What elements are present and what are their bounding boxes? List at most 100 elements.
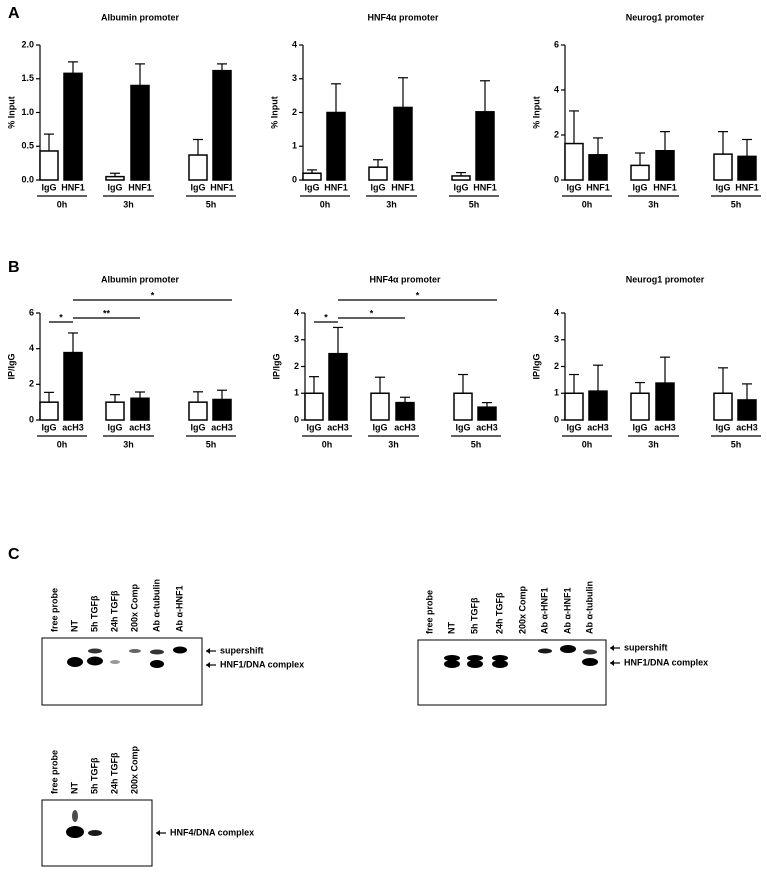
bar-label: IgG	[305, 182, 320, 192]
chart-title: Neurog1 promoter	[626, 12, 705, 22]
chart-title: HNF4α promoter	[367, 12, 439, 22]
y-tick-label: 3	[294, 334, 299, 344]
bar	[39, 150, 59, 181]
significance-label: **	[103, 308, 111, 318]
lane-label: 200x Comp	[129, 583, 139, 632]
x-tick-label: 3h	[648, 199, 659, 209]
blot-band	[492, 660, 508, 668]
panel-label: B	[8, 259, 20, 276]
y-tick-label: 0	[29, 414, 34, 424]
bar-label: acH3	[129, 422, 151, 432]
y-tick-label: 3	[554, 334, 559, 344]
bar	[368, 166, 388, 181]
bar-label: IgG	[454, 182, 469, 192]
blot-band	[150, 660, 164, 668]
y-tick-label: 1.0	[21, 107, 34, 117]
lane-label: 24h TGFβ	[109, 590, 119, 632]
bar	[130, 397, 150, 421]
y-tick-label: 1.5	[21, 73, 34, 83]
bar	[212, 69, 232, 181]
blot-band	[560, 645, 576, 653]
bar-label: IgG	[716, 182, 731, 192]
bar	[105, 401, 125, 421]
x-tick-label: 0h	[582, 439, 593, 449]
x-tick-label: 5h	[471, 439, 482, 449]
band-label: HNF1/DNA complex	[220, 659, 304, 669]
band-label: supershift	[220, 645, 264, 655]
bar	[212, 398, 232, 421]
y-tick-label: 2	[292, 107, 297, 117]
y-tick-label: 1	[554, 388, 559, 398]
bar-label: HNF1	[128, 182, 152, 192]
bar-label: acH3	[211, 422, 233, 432]
bar-label: acH3	[654, 422, 676, 432]
lane-label: Ab α-HNF1	[562, 587, 572, 634]
bar	[370, 392, 390, 421]
bar-label: IgG	[567, 182, 582, 192]
blot-band	[150, 649, 164, 655]
significance-label: *	[370, 308, 374, 318]
bar-label: acH3	[327, 422, 349, 432]
bar-label: acH3	[587, 422, 609, 432]
x-tick-label: 3h	[123, 439, 134, 449]
blot-band	[444, 660, 460, 668]
bar	[737, 399, 757, 421]
y-tick-label: 6	[29, 307, 34, 317]
arrow-head	[610, 645, 614, 651]
lane-label: 5h TGFβ	[89, 595, 99, 632]
chart-title: Albumin promoter	[101, 12, 179, 22]
bar	[477, 406, 497, 421]
bar	[630, 164, 650, 181]
blot-band	[444, 655, 460, 661]
bar	[188, 154, 208, 181]
lane-label: free probe	[424, 590, 434, 634]
bar-label: HNF1	[324, 182, 348, 192]
x-tick-label: 5h	[469, 199, 480, 209]
arrow-head	[206, 648, 210, 654]
bar-label: IgG	[633, 182, 648, 192]
y-axis-label: % Input	[269, 96, 279, 129]
lane-label: NT	[69, 620, 79, 632]
bar	[475, 111, 495, 181]
bar	[655, 382, 675, 421]
panel-label: A	[8, 5, 20, 22]
lane-label: 24h TGFβ	[109, 752, 119, 794]
band-label: HNF1/DNA complex	[624, 657, 708, 667]
blot-band	[67, 657, 83, 667]
y-tick-label: 0	[292, 174, 297, 184]
lane-label: NT	[446, 622, 456, 634]
bar-label: HNF1	[210, 182, 234, 192]
x-tick-label: 0h	[57, 439, 68, 449]
lane-label: NT	[69, 782, 79, 794]
blot-band	[492, 655, 508, 661]
chart-title: Albumin promoter	[101, 274, 179, 284]
bar	[328, 352, 348, 421]
bar-label: acH3	[476, 422, 498, 432]
panel-label: C	[8, 546, 20, 563]
y-tick-label: 0	[294, 414, 299, 424]
chart-title: HNF4α promoter	[369, 274, 441, 284]
lane-label: 200x Comp	[517, 585, 527, 634]
x-tick-label: 5h	[206, 439, 217, 449]
bar-label: IgG	[373, 422, 388, 432]
blot-band	[110, 660, 120, 664]
x-tick-label: 3h	[123, 199, 134, 209]
bar	[564, 392, 584, 421]
lane-label: free probe	[49, 750, 59, 794]
y-tick-label: 4	[292, 39, 297, 49]
bar-label: HNF1	[653, 182, 677, 192]
bar-label: IgG	[191, 422, 206, 432]
blot-band	[66, 826, 84, 838]
blot-band	[173, 646, 187, 654]
bar	[564, 142, 584, 181]
chart-title: Neurog1 promoter	[626, 274, 705, 284]
bar-label: IgG	[456, 422, 471, 432]
bar	[63, 351, 83, 421]
bar	[453, 392, 473, 421]
y-tick-label: 2	[554, 129, 559, 139]
bar	[39, 401, 59, 421]
blot-frame	[417, 639, 607, 706]
y-tick-label: 0.5	[21, 141, 34, 151]
y-axis-label: % Input	[531, 96, 541, 129]
